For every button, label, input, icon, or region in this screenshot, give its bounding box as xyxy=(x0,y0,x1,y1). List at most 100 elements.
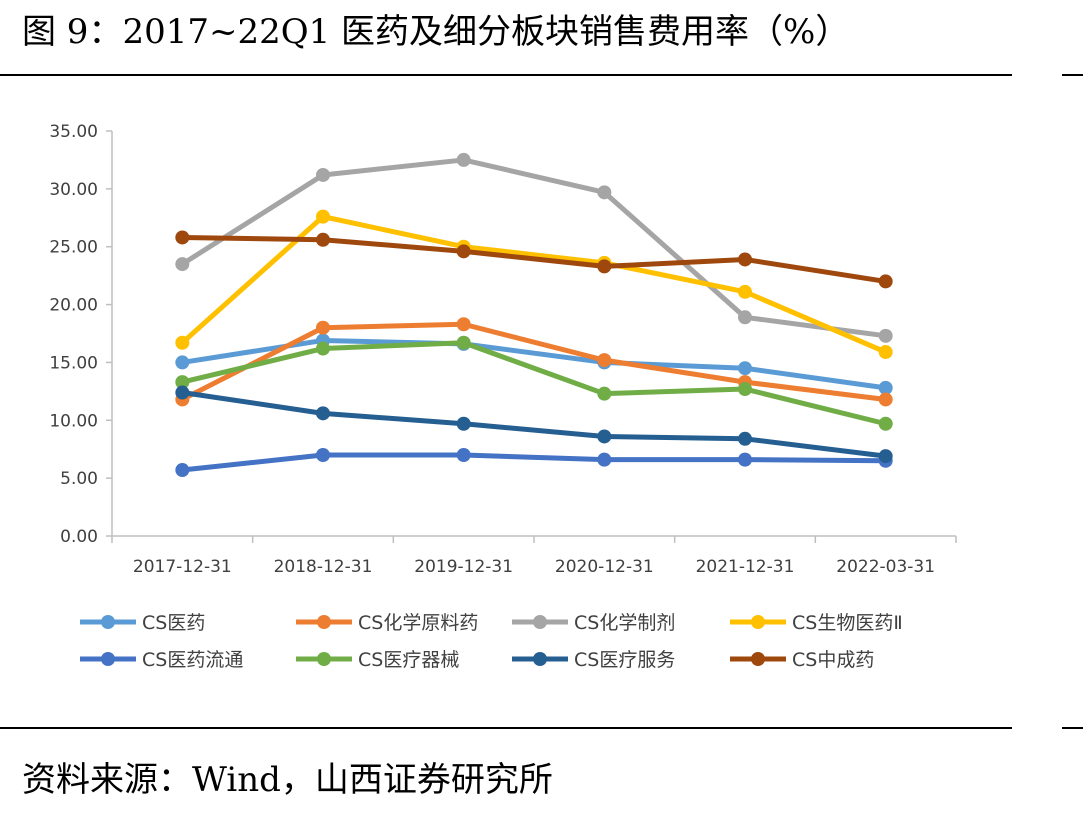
data-point xyxy=(316,209,330,224)
data-point xyxy=(175,385,190,400)
legend-swatch-marker xyxy=(101,615,115,629)
x-tick-label: 2017-12-31 xyxy=(133,557,232,577)
data-point xyxy=(175,230,190,245)
x-tick-label: 2021-12-31 xyxy=(696,557,795,577)
data-point xyxy=(738,310,752,325)
data-point xyxy=(175,375,190,390)
x-tick-label: 2022-03-31 xyxy=(836,557,935,577)
data-point xyxy=(456,152,471,167)
data-point xyxy=(878,274,893,289)
data-point xyxy=(597,386,612,401)
data-point xyxy=(597,259,612,274)
legend-swatch-marker xyxy=(533,652,547,666)
series-line xyxy=(179,234,889,284)
top-rule-right-stub xyxy=(1062,74,1083,76)
data-point xyxy=(456,416,471,431)
legend: CS医药 CS化学原料药 CS化学制剂 CS生物医药Ⅱ CS医药流通 CS医疗器械 CS医疗… xyxy=(80,612,903,671)
series-line xyxy=(179,340,889,427)
series-layer xyxy=(175,152,893,478)
data-point xyxy=(738,284,752,299)
series-6 xyxy=(175,385,893,464)
data-point xyxy=(738,431,752,446)
data-point xyxy=(456,335,471,350)
x-tick-label: 2020-12-31 xyxy=(555,557,654,577)
y-tick-label: 15.00 xyxy=(49,353,98,373)
y-tick-label: 25.00 xyxy=(49,238,98,258)
series-line xyxy=(179,452,889,473)
x-tick-label: 2019-12-31 xyxy=(414,557,513,577)
legend-label: CS医药 xyxy=(142,612,205,634)
data-point xyxy=(456,244,471,259)
legend-item: CS化学制剂 xyxy=(512,612,675,634)
data-point xyxy=(316,341,330,356)
legend-label: CS医疗服务 xyxy=(574,649,675,671)
data-point xyxy=(878,328,893,343)
series-line xyxy=(179,390,889,459)
legend-label: CS生物医药Ⅱ xyxy=(792,612,903,634)
bottom-rule xyxy=(0,727,1012,729)
y-axis: 0.00 5.00 10.00 15.00 20.00 25.00 30.00 35.00 xyxy=(49,122,113,547)
legend-label: CS中成药 xyxy=(792,649,874,671)
data-point xyxy=(878,449,893,464)
legend-item: CS医疗服务 xyxy=(512,649,675,671)
data-point xyxy=(738,361,752,376)
legend-item: CS化学原料药 xyxy=(296,612,478,634)
source-note: 资料来源：Wind，山西证券研究所 xyxy=(22,760,553,800)
legend-label: CS医疗器械 xyxy=(358,649,459,671)
data-point xyxy=(597,185,612,200)
series-3 xyxy=(175,209,893,360)
series-1 xyxy=(175,317,893,407)
data-point xyxy=(175,463,190,478)
series-line xyxy=(179,337,889,391)
data-point xyxy=(316,167,330,182)
legend-swatch-marker xyxy=(751,615,765,629)
data-point xyxy=(175,355,190,370)
series-2 xyxy=(175,152,893,343)
data-point xyxy=(316,232,330,247)
legend-swatch-marker xyxy=(317,652,331,666)
legend-item: CS医药 xyxy=(80,612,205,634)
legend-label: CS化学原料药 xyxy=(358,612,478,634)
data-point xyxy=(316,406,330,421)
series-line xyxy=(179,321,889,402)
series-7 xyxy=(175,230,893,289)
data-point xyxy=(738,382,752,397)
figure-title: 图 9：2017~22Q1 医药及细分板块销售费用率（%） xyxy=(22,12,850,52)
data-point xyxy=(878,380,893,395)
data-point xyxy=(316,448,330,462)
x-axis: 2017-12-31 2018-12-31 2019-12-31 2020-12-31… xyxy=(111,535,957,577)
legend-swatch-marker xyxy=(317,615,331,629)
data-point xyxy=(316,320,330,335)
y-tick-label: 35.00 xyxy=(49,122,98,142)
legend-item: CS医疗器械 xyxy=(296,649,459,671)
series-line xyxy=(179,157,889,339)
data-point xyxy=(597,429,612,444)
data-point xyxy=(878,392,893,407)
legend-item: CS生物医药Ⅱ xyxy=(730,612,903,634)
y-tick-label: 30.00 xyxy=(49,180,98,200)
y-tick-label: 0.00 xyxy=(60,527,98,547)
data-point xyxy=(456,317,471,332)
bottom-rule-right-stub xyxy=(1062,727,1083,729)
legend-swatch-marker xyxy=(751,652,765,666)
y-tick-label: 20.00 xyxy=(49,296,98,316)
x-tick-label: 2018-12-31 xyxy=(274,557,373,577)
series-5 xyxy=(175,335,893,431)
y-tick-label: 5.00 xyxy=(60,469,98,489)
data-point xyxy=(175,257,190,272)
data-point xyxy=(738,452,752,467)
legend-swatch-marker xyxy=(533,615,547,629)
legend-label: CS医药流通 xyxy=(142,649,243,671)
data-point xyxy=(456,448,471,462)
legend-item: CS中成药 xyxy=(730,649,874,671)
series-4 xyxy=(175,448,893,478)
data-point xyxy=(597,353,612,368)
legend-item: CS医药流通 xyxy=(80,649,243,671)
data-point xyxy=(738,252,752,267)
top-rule xyxy=(0,74,1012,76)
data-point xyxy=(175,335,190,350)
legend-swatch-marker xyxy=(101,652,115,666)
legend-label: CS化学制剂 xyxy=(574,612,675,634)
data-point xyxy=(597,452,612,467)
